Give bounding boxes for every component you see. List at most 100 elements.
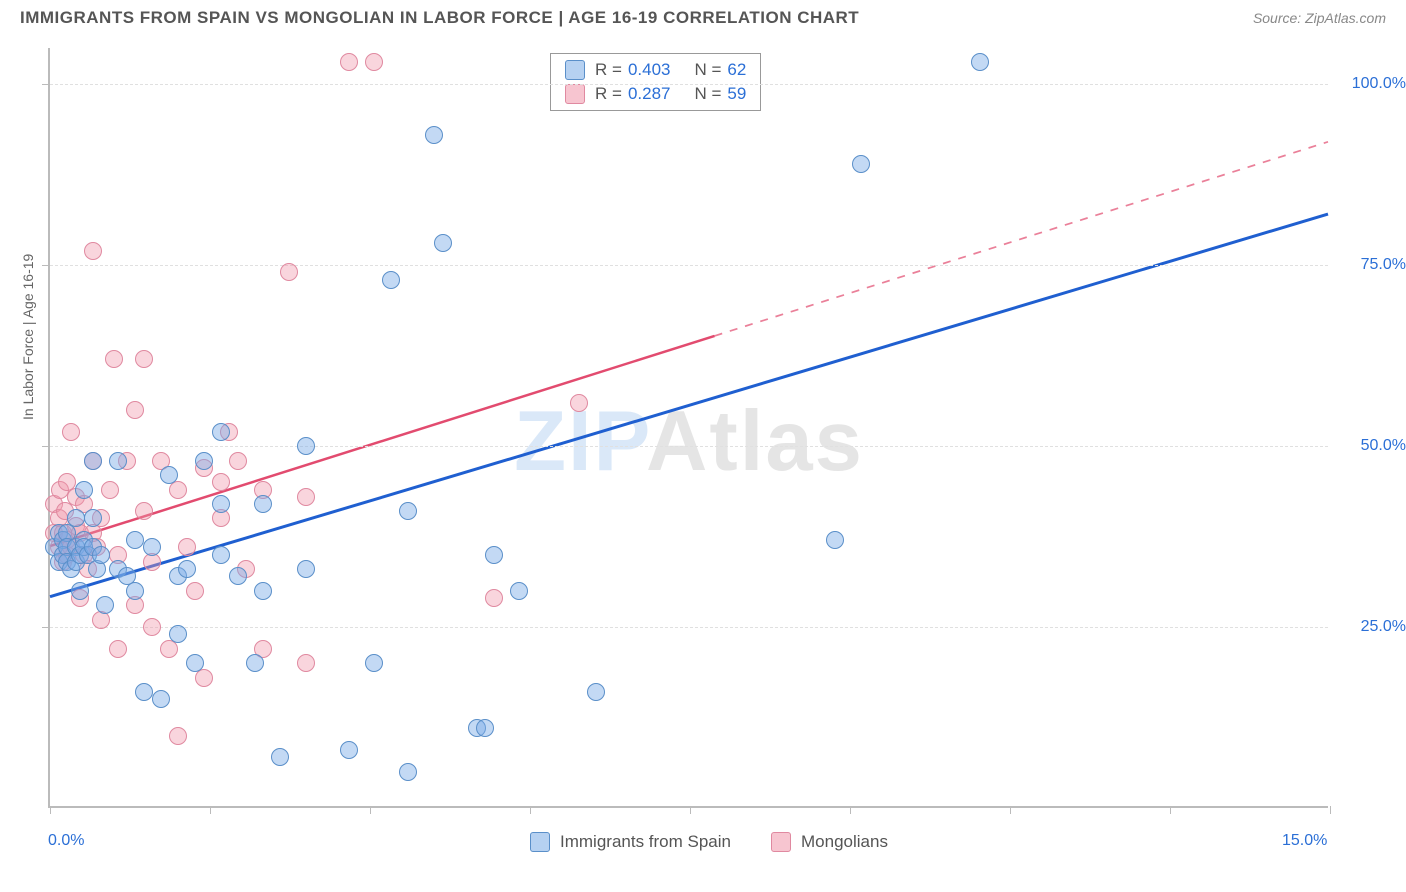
point-mongolian xyxy=(297,654,315,672)
point-mongolian xyxy=(135,350,153,368)
point-spain xyxy=(212,546,230,564)
y-tick-label: 50.0% xyxy=(1361,437,1406,455)
point-mongolian xyxy=(212,473,230,491)
tick-y xyxy=(42,84,50,85)
point-spain xyxy=(382,271,400,289)
y-tick-label: 25.0% xyxy=(1361,618,1406,636)
point-mongolian xyxy=(570,394,588,412)
point-spain xyxy=(852,155,870,173)
point-spain xyxy=(510,582,528,600)
point-mongolian xyxy=(340,53,358,71)
tick-y xyxy=(42,446,50,447)
point-spain xyxy=(271,748,289,766)
stat-n-label: N = xyxy=(694,84,721,104)
tick-x xyxy=(1330,806,1331,814)
point-spain xyxy=(212,495,230,513)
tick-x xyxy=(370,806,371,814)
chart-title: IMMIGRANTS FROM SPAIN VS MONGOLIAN IN LA… xyxy=(20,8,859,28)
point-spain xyxy=(109,452,127,470)
y-axis-title: In Labor Force | Age 16-19 xyxy=(20,254,36,420)
point-spain xyxy=(126,582,144,600)
point-spain xyxy=(399,763,417,781)
gridline-h xyxy=(50,446,1328,447)
point-spain xyxy=(254,495,272,513)
point-mongolian xyxy=(126,401,144,419)
point-spain xyxy=(246,654,264,672)
legend-bottom: Immigrants from Spain Mongolians xyxy=(530,832,888,852)
tick-x xyxy=(850,806,851,814)
y-tick-label: 75.0% xyxy=(1361,256,1406,274)
legend-label-mongolian: Mongolians xyxy=(801,832,888,852)
point-mongolian xyxy=(109,640,127,658)
x-tick-label: 15.0% xyxy=(1282,832,1327,850)
point-spain xyxy=(169,625,187,643)
legend-row-mongolian: R = 0.287 N = 59 xyxy=(565,82,746,106)
point-spain xyxy=(67,509,85,527)
point-spain xyxy=(399,502,417,520)
point-mongolian xyxy=(297,488,315,506)
point-spain xyxy=(178,560,196,578)
point-mongolian xyxy=(101,481,119,499)
point-mongolian xyxy=(485,589,503,607)
stat-r-spain: 0.403 xyxy=(628,60,671,80)
source-label: Source: ZipAtlas.com xyxy=(1253,10,1386,26)
stat-r-mongolian: 0.287 xyxy=(628,84,671,104)
point-mongolian xyxy=(229,452,247,470)
point-spain xyxy=(485,546,503,564)
point-spain xyxy=(135,683,153,701)
swatch-blue-icon xyxy=(565,60,585,80)
point-spain xyxy=(84,509,102,527)
point-mongolian xyxy=(186,582,204,600)
point-spain xyxy=(826,531,844,549)
point-spain xyxy=(340,741,358,759)
point-spain xyxy=(365,654,383,672)
point-spain xyxy=(229,567,247,585)
point-spain xyxy=(297,560,315,578)
point-spain xyxy=(195,452,213,470)
stat-r-label: R = xyxy=(595,60,622,80)
point-spain xyxy=(71,582,89,600)
point-mongolian xyxy=(169,727,187,745)
point-spain xyxy=(434,234,452,252)
point-spain xyxy=(160,466,178,484)
swatch-pink-icon xyxy=(771,832,791,852)
point-spain xyxy=(971,53,989,71)
watermark: ZIPAtlas xyxy=(514,393,864,491)
gridline-h xyxy=(50,84,1328,85)
point-mongolian xyxy=(178,538,196,556)
watermark-part2: Atlas xyxy=(646,394,864,489)
point-spain xyxy=(254,582,272,600)
point-spain xyxy=(75,481,93,499)
point-mongolian xyxy=(135,502,153,520)
scatter-chart: ZIPAtlas R = 0.403 N = 62 R = 0.287 N = … xyxy=(48,48,1328,808)
point-mongolian xyxy=(105,350,123,368)
legend-item-mongolian: Mongolians xyxy=(771,832,888,852)
point-mongolian xyxy=(280,263,298,281)
stat-r-label: R = xyxy=(595,84,622,104)
swatch-blue-icon xyxy=(530,832,550,852)
point-spain xyxy=(587,683,605,701)
legend-label-spain: Immigrants from Spain xyxy=(560,832,731,852)
point-mongolian xyxy=(62,423,80,441)
tick-y xyxy=(42,627,50,628)
y-tick-label: 100.0% xyxy=(1352,75,1406,93)
point-spain xyxy=(143,538,161,556)
tick-x xyxy=(530,806,531,814)
point-spain xyxy=(425,126,443,144)
legend-row-spain: R = 0.403 N = 62 xyxy=(565,58,746,82)
legend-item-spain: Immigrants from Spain xyxy=(530,832,731,852)
gridline-h xyxy=(50,265,1328,266)
x-tick-label: 0.0% xyxy=(48,832,84,850)
point-mongolian xyxy=(143,618,161,636)
tick-y xyxy=(42,265,50,266)
point-spain xyxy=(96,596,114,614)
legend-stats: R = 0.403 N = 62 R = 0.287 N = 59 xyxy=(550,53,761,111)
point-spain xyxy=(92,546,110,564)
gridline-h xyxy=(50,627,1328,628)
point-spain xyxy=(84,452,102,470)
tick-x xyxy=(1170,806,1171,814)
point-mongolian xyxy=(84,242,102,260)
point-spain xyxy=(476,719,494,737)
point-mongolian xyxy=(365,53,383,71)
stat-n-label: N = xyxy=(694,60,721,80)
